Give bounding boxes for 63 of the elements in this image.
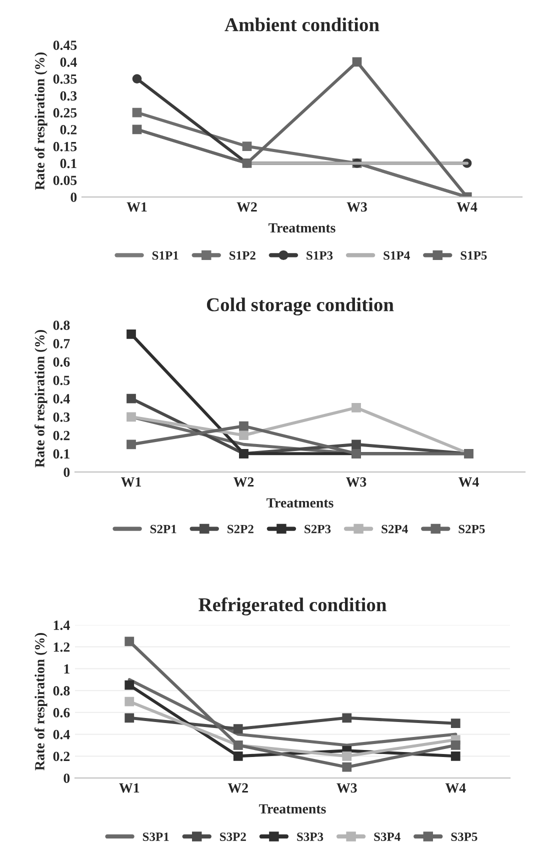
y-tick-label: 1 bbox=[64, 664, 70, 674]
chart-title: Refrigerated condition bbox=[198, 597, 386, 616]
x-tick-label: W4 bbox=[458, 477, 479, 487]
x-tick-label: W2 bbox=[234, 477, 254, 487]
legend-label: S2P3 bbox=[304, 524, 331, 534]
y-tick-label: 0.6 bbox=[53, 357, 70, 367]
y-tick-label: 0.35 bbox=[53, 74, 77, 84]
chart-title: Cold storage condition bbox=[206, 298, 394, 316]
y-tick-label: 0.8 bbox=[53, 320, 70, 330]
y-axis-title: Rate of respiration (%) bbox=[34, 52, 48, 190]
y-tick-label: 0 bbox=[64, 774, 70, 783]
y-tick-label: 0.4 bbox=[60, 57, 77, 67]
y-tick-label: 0.7 bbox=[53, 338, 70, 348]
legend-label: S1P5 bbox=[460, 251, 487, 260]
x-tick-label: W1 bbox=[126, 202, 147, 212]
y-tick-label: 0.2 bbox=[53, 752, 70, 762]
y-tick-label: 0.3 bbox=[60, 91, 77, 101]
y-tick-label: 0.05 bbox=[53, 176, 77, 186]
y-tick-label: 0.2 bbox=[60, 125, 77, 134]
y-tick-label: 0.4 bbox=[53, 730, 70, 740]
y-tick-label: 0.1 bbox=[60, 158, 76, 168]
legend-label: S1P4 bbox=[384, 251, 410, 260]
x-axis-title: Treatments bbox=[259, 804, 326, 814]
legend-label: S2P1 bbox=[150, 524, 176, 534]
y-tick-label: 1.2 bbox=[54, 642, 70, 652]
y-tick-label: 1.4 bbox=[54, 620, 70, 630]
x-tick-label: W4 bbox=[456, 202, 478, 212]
y-tick-label: 0.4 bbox=[53, 394, 70, 404]
legend-label: S2P2 bbox=[228, 524, 254, 534]
x-tick-label: W2 bbox=[228, 783, 248, 793]
y-tick-label: 0.45 bbox=[53, 40, 77, 50]
y-axis-title: Rate of respiration (%) bbox=[34, 330, 48, 468]
y-tick-label: 0.6 bbox=[53, 708, 70, 718]
x-tick-label: W3 bbox=[346, 202, 367, 212]
y-axis-title: Rate of respiration (%) bbox=[34, 632, 48, 770]
x-tick-label: W1 bbox=[121, 477, 141, 487]
x-tick-label: W1 bbox=[119, 783, 140, 793]
x-tick-label: W4 bbox=[445, 783, 466, 793]
legend-label: S3P4 bbox=[374, 832, 400, 841]
legend-label: S3P3 bbox=[297, 832, 324, 841]
legend-label: S2P5 bbox=[458, 524, 485, 534]
legend-label: S1P1 bbox=[152, 251, 178, 260]
y-tick-label: 0.3 bbox=[53, 412, 70, 422]
y-tick-label: 0.25 bbox=[53, 108, 77, 118]
y-tick-label: 0.1 bbox=[53, 449, 70, 459]
y-tick-label: 0 bbox=[70, 192, 77, 202]
y-tick-label: 0.15 bbox=[53, 142, 77, 152]
y-tick-label: 0.8 bbox=[53, 686, 70, 696]
legend-label: S3P5 bbox=[451, 832, 478, 841]
legend-label: S3P2 bbox=[220, 832, 246, 841]
y-tick-label: 0 bbox=[64, 468, 70, 477]
y-tick-label: 0.5 bbox=[53, 376, 70, 386]
x-tick-label: W3 bbox=[336, 783, 357, 793]
chart-title: Ambient condition bbox=[224, 18, 380, 32]
legend-label: S1P3 bbox=[306, 251, 333, 260]
x-tick-label: W3 bbox=[346, 477, 366, 487]
legend-label: S3P1 bbox=[142, 832, 169, 841]
x-axis-title: Treatments bbox=[268, 223, 336, 233]
legend-label: S1P2 bbox=[230, 251, 256, 260]
x-axis-title: Treatments bbox=[266, 498, 334, 508]
y-tick-label: 0.2 bbox=[53, 430, 70, 440]
x-tick-label: W2 bbox=[236, 202, 257, 212]
legend-label: S2P4 bbox=[382, 524, 408, 534]
